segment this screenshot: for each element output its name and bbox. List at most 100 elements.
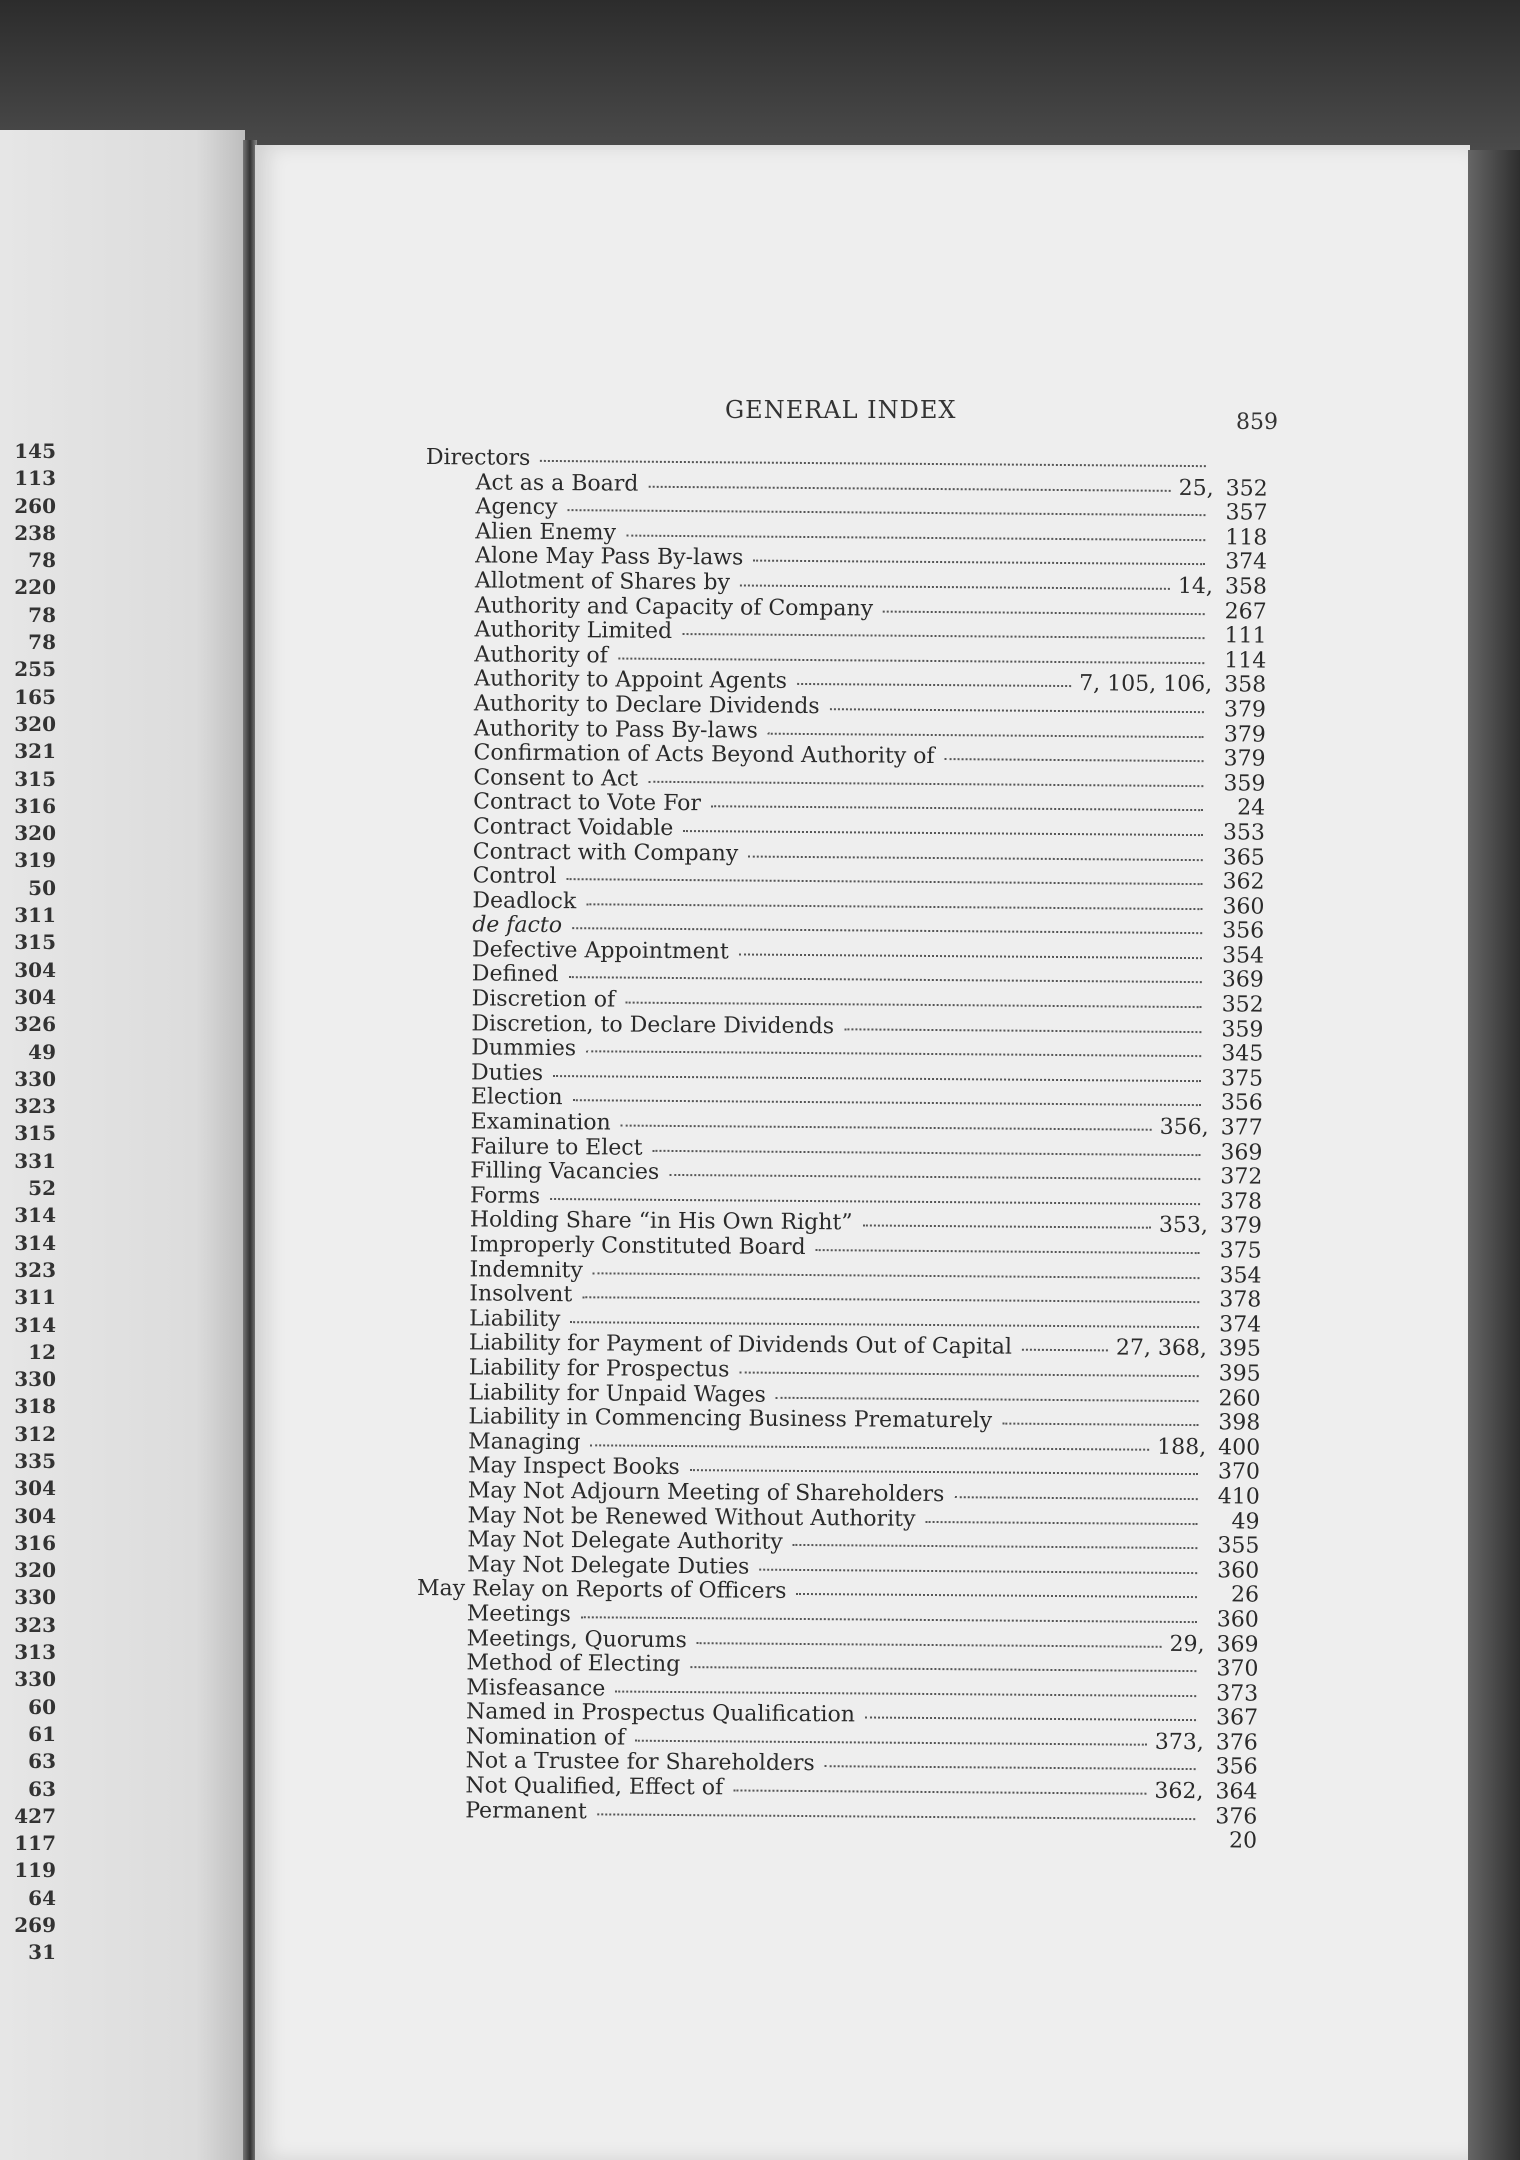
entry-page: 352 — [1221, 992, 1264, 1018]
entry-text: Contract Voidable — [472, 814, 674, 841]
entry-page: 379 — [1223, 721, 1266, 748]
entry-page: 358 — [1224, 672, 1267, 698]
entry-page: 345 — [1221, 1041, 1264, 1067]
entry-text: May Inspect Books — [467, 1453, 680, 1481]
entry-page: 379 — [1219, 1213, 1262, 1239]
entry-page: 372 — [1220, 1164, 1263, 1190]
entry-page: 375 — [1219, 1238, 1262, 1264]
entry-text: Alien Enemy — [475, 519, 617, 546]
index-list: Directors Act as a Board 25, 352 Agency 357 Al… — [415, 445, 1268, 1854]
page-edge — [1468, 150, 1520, 2160]
leader-dots — [753, 559, 1206, 566]
leader-dots — [689, 1469, 1198, 1476]
entry-text: Meetings — [466, 1601, 571, 1628]
leader-dots — [625, 1001, 1202, 1009]
entry-page: 354 — [1221, 943, 1265, 969]
entry-text: Contract to Vote For — [473, 789, 702, 817]
entry-text: Consent to Act — [473, 765, 639, 792]
left-page-reference: 220 — [14, 575, 56, 600]
left-page-reference: 330 — [14, 1367, 56, 1392]
left-page-reference: 52 — [28, 1176, 56, 1201]
entry-text: Permanent — [465, 1798, 587, 1824]
leader-dots — [553, 1074, 1202, 1082]
entry-page: 364 — [1215, 1779, 1258, 1805]
left-page-reference: 64 — [28, 1885, 56, 1910]
entry-text: Deadlock — [472, 888, 577, 914]
left-page-reference: 318 — [14, 1394, 56, 1419]
leader-dots — [954, 1496, 1198, 1501]
entry-page: 353 — [1222, 820, 1266, 846]
entry-page: 370 — [1217, 1459, 1261, 1485]
leader-dots — [767, 732, 1204, 738]
entry-text: Method of Electing — [466, 1650, 681, 1678]
leader-dots — [824, 1765, 1196, 1771]
entry-text: Discretion of — [471, 986, 616, 1013]
left-page-reference: 315 — [14, 1121, 56, 1146]
entry-page: 374 — [1219, 1312, 1262, 1338]
left-page-reference: 321 — [14, 739, 56, 764]
leader-dots — [696, 1641, 1162, 1648]
entry-text: Allotment of Shares by — [474, 568, 731, 596]
leader-dots — [1002, 1422, 1199, 1427]
leader-dots — [710, 805, 1204, 812]
left-page-reference: 323 — [14, 1257, 56, 1282]
leader-dots — [590, 1444, 1150, 1451]
entry-extra-pages: 7, 105, 106, — [1079, 671, 1213, 698]
left-page-reference: 63 — [28, 1749, 56, 1774]
leader-dots — [592, 1271, 1200, 1279]
left-page-reference: 238 — [14, 520, 56, 545]
left-page-reference: 63 — [28, 1776, 56, 1801]
leader-dots — [568, 976, 1202, 984]
leader-dots — [567, 509, 1206, 517]
entry-page: 24 — [1237, 795, 1266, 821]
left-page-reference: 31 — [28, 1940, 56, 1965]
entry-extra-pages: 353, — [1158, 1213, 1208, 1239]
entry-page: 370 — [1216, 1656, 1259, 1682]
leader-dots — [550, 1197, 1201, 1205]
entry-page: 376 — [1215, 1730, 1258, 1756]
left-page-reference: 314 — [14, 1230, 56, 1255]
entry-page: 379 — [1223, 746, 1266, 772]
leader-dots — [540, 459, 1206, 468]
entry-page: 376 — [1215, 1803, 1258, 1830]
entry-text: Directors — [425, 445, 531, 471]
left-page-reference: 315 — [14, 766, 56, 791]
entry-extra-pages: 356, — [1159, 1114, 1209, 1141]
left-page-reference: 165 — [14, 684, 56, 709]
entry-extra-pages: 14, — [1177, 573, 1214, 600]
left-page-reference: 316 — [14, 1530, 56, 1555]
left-page-reference: 255 — [14, 657, 56, 682]
entry-extra-pages: 362, — [1154, 1778, 1204, 1805]
entry-page: 49 — [1231, 1508, 1260, 1535]
left-page-reference: 260 — [14, 493, 56, 518]
entry-page: 377 — [1220, 1115, 1263, 1141]
leader-dots — [796, 1593, 1197, 1599]
entry-text: Contract with Company — [472, 838, 739, 866]
left-page-reference: 78 — [28, 548, 56, 573]
left-page-reference: 427 — [14, 1803, 56, 1828]
leader-dots — [582, 1296, 1200, 1304]
leader-dots — [796, 683, 1072, 688]
left-page-reference: 335 — [14, 1448, 56, 1473]
left-page-reference: 330 — [14, 1066, 56, 1091]
entry-page: 357 — [1225, 500, 1268, 526]
entry-page: 374 — [1225, 549, 1268, 575]
left-page-reference: 50 — [28, 875, 56, 900]
entry-text: Indemnity — [469, 1256, 583, 1283]
page-number: 859 — [1236, 410, 1278, 435]
leader-dots — [1021, 1349, 1108, 1352]
leader-dots — [648, 780, 1204, 787]
entry-page: 410 — [1217, 1484, 1260, 1510]
left-page-reference: 49 — [28, 1039, 56, 1064]
entry-extra-pages: 29, — [1169, 1631, 1205, 1657]
entry-extra-pages: 188, — [1157, 1434, 1207, 1460]
left-page-number-column: 145 113 260 238 78 220 78 78 255 165 320 321 315 316 3… — [0, 438, 56, 1967]
leader-dots — [620, 1124, 1152, 1131]
leader-dots — [944, 758, 1204, 763]
entry-text: Authority Limited — [474, 617, 673, 645]
left-page-reference: 113 — [14, 466, 56, 491]
left-page-reference: 117 — [14, 1831, 56, 1856]
leader-dots — [815, 1249, 1200, 1255]
entry-text: Alone May Pass By-laws — [475, 543, 744, 571]
left-page-reference: 323 — [14, 1612, 56, 1637]
